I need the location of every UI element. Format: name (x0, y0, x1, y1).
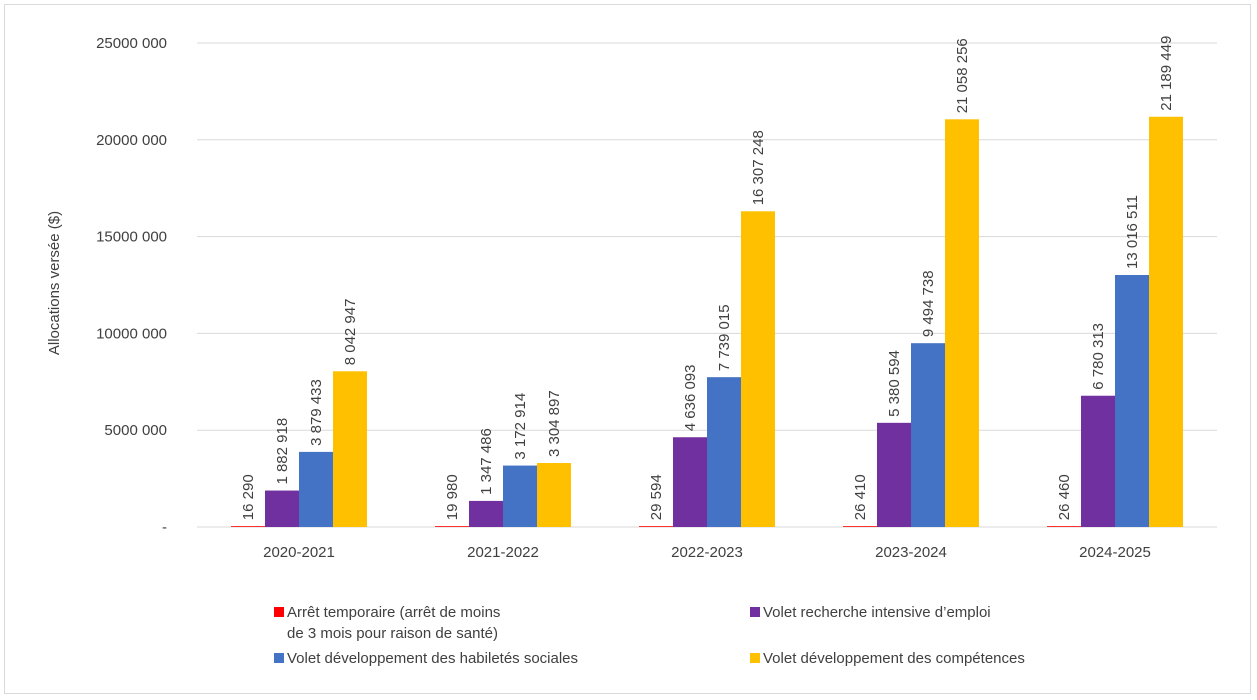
legend-swatch (274, 607, 284, 617)
bar (1081, 395, 1115, 527)
legend-swatch (750, 653, 760, 663)
chart-frame (4, 4, 1251, 694)
data-label: 16 290 (240, 474, 257, 520)
data-label: 3 879 433 (308, 379, 325, 446)
y-tick-label: 20000 000 (96, 132, 167, 149)
data-label: 7 739 015 (716, 304, 733, 371)
y-axis-title: Allocations versée ($) (46, 211, 63, 355)
bar (333, 371, 367, 527)
data-label: 5 380 594 (886, 350, 903, 417)
bar (1047, 526, 1081, 527)
bar (741, 211, 775, 527)
data-label: 3 304 897 (546, 390, 563, 457)
bar (299, 451, 333, 527)
data-label: 13 016 511 (1124, 195, 1141, 269)
data-label: 29 594 (648, 474, 665, 520)
data-label: 6 780 313 (1090, 323, 1107, 390)
y-tick-label: 5000 000 (104, 422, 167, 439)
bar (231, 526, 265, 527)
y-tick-label: - (162, 519, 167, 536)
x-tick-label: 2021-2022 (467, 544, 539, 561)
legend-label: de 3 mois pour raison de santé) (287, 625, 498, 642)
bar (673, 437, 707, 527)
legend: Arrêt temporaire (arrêt de moins de 3 moi… (274, 604, 1025, 667)
data-label: 1 882 918 (274, 418, 291, 485)
data-label: 8 042 947 (342, 299, 359, 366)
data-label: 4 636 093 (682, 365, 699, 432)
bar (843, 526, 877, 527)
y-tick-label: 10000 000 (96, 325, 167, 342)
bar (945, 119, 979, 527)
y-axis-ticks: - 5000 000 10000 000 15000 000 20000 000 2500… (96, 35, 167, 536)
data-label: 26 410 (852, 474, 869, 520)
x-tick-label: 2022-2023 (671, 544, 743, 561)
legend-label: Arrêt temporaire (arrêt de moins (287, 604, 500, 621)
bar (1115, 275, 1149, 527)
bar (265, 490, 299, 527)
data-label: 3 172 914 (512, 393, 529, 460)
data-label: 21 058 256 (954, 38, 971, 113)
data-label: 21 189 449 (1158, 36, 1175, 111)
data-label: 19 980 (444, 474, 461, 520)
data-label: 9 494 738 (920, 270, 937, 337)
x-tick-label: 2020-2021 (263, 544, 335, 561)
y-tick-label: 15000 000 (96, 229, 167, 246)
bars (231, 116, 1183, 527)
bar (877, 422, 911, 527)
y-tick-label: 25000 000 (96, 35, 167, 52)
data-labels: 16 290 1 882 918 3 879 433 8 042 947 19 980 1… (240, 36, 1175, 521)
data-label: 26 460 (1056, 474, 1073, 520)
data-label: 1 347 486 (478, 428, 495, 495)
legend-label: Volet développement des habiletés social… (287, 650, 578, 667)
x-tick-label: 2023-2024 (875, 544, 947, 561)
bar (469, 500, 503, 527)
bar (537, 463, 571, 527)
bar (911, 343, 945, 527)
bar (639, 526, 673, 527)
bar (503, 465, 537, 527)
bar (435, 526, 469, 527)
x-tick-label: 2024-2025 (1079, 544, 1151, 561)
legend-label: Volet recherche intensive d’emploi (763, 604, 991, 621)
bar (1149, 116, 1183, 527)
legend-swatch (750, 607, 760, 617)
data-label: 16 307 248 (750, 130, 767, 205)
bar (707, 377, 741, 527)
legend-label: Volet développement des compétences (763, 650, 1025, 667)
legend-swatch (274, 653, 284, 663)
x-axis-ticks: 2020-2021 2021-2022 2022-2023 2023-2024 2024… (263, 544, 1151, 561)
